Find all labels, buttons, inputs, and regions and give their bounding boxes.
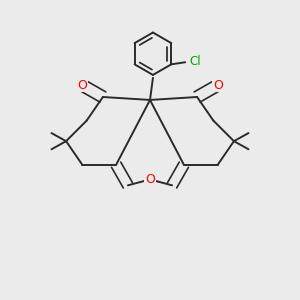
Text: O: O	[77, 79, 87, 92]
Text: Cl: Cl	[190, 55, 201, 68]
Text: O: O	[213, 79, 223, 92]
Text: O: O	[145, 173, 155, 186]
